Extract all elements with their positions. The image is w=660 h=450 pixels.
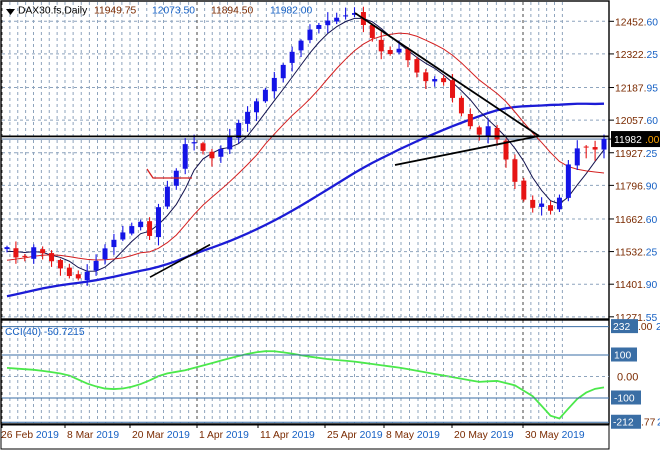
svg-text:.00: .00 — [645, 135, 660, 146]
svg-text:11 Apr 2019: 11 Apr 2019 — [260, 430, 315, 441]
svg-text:0.00: 0.00 — [617, 372, 638, 384]
svg-text:25 Apr 2019: 25 Apr 2019 — [327, 430, 383, 441]
svg-text:30 May 2019: 30 May 2019 — [525, 430, 585, 441]
svg-text:-100: -100 — [614, 393, 635, 404]
svg-text:26 Feb 2019: 26 Feb 2019 — [1, 430, 59, 441]
svg-text:.77: .77 — [641, 418, 656, 429]
svg-text:DAX30.fs,Daily: DAX30.fs,Daily — [18, 6, 88, 17]
svg-text:11982: 11982 — [614, 135, 642, 146]
svg-text:11894.50: 11894.50 — [211, 6, 253, 17]
svg-text:100: 100 — [614, 350, 631, 361]
svg-text:26: 26 — [656, 322, 660, 333]
svg-text:20 Mar 2019: 20 Mar 2019 — [132, 430, 190, 441]
svg-text:11532.25: 11532.25 — [615, 248, 657, 259]
svg-text:20 May 2019: 20 May 2019 — [454, 430, 514, 441]
svg-text:12057.60: 12057.60 — [615, 116, 658, 127]
svg-text:8 Mar 2019: 8 Mar 2019 — [67, 430, 119, 441]
svg-text:11662.60: 11662.60 — [615, 215, 657, 226]
svg-text:12452.60: 12452.60 — [615, 17, 658, 28]
svg-text:.00: .00 — [638, 322, 653, 333]
svg-text:11927.25: 11927.25 — [615, 149, 657, 160]
svg-text:232: 232 — [613, 322, 630, 333]
svg-text:11949.75: 11949.75 — [94, 6, 136, 17]
svg-text:12073.50: 12073.50 — [152, 6, 195, 17]
svg-text:11401.90: 11401.90 — [615, 280, 657, 291]
svg-text:12187.95: 12187.95 — [615, 84, 658, 95]
svg-text:8 May 2019: 8 May 2019 — [386, 430, 440, 441]
svg-text:12322.25: 12322.25 — [615, 50, 658, 61]
svg-text:11982.00: 11982.00 — [270, 6, 312, 17]
svg-text:-212: -212 — [613, 418, 634, 429]
svg-text:11796.90: 11796.90 — [615, 181, 657, 192]
svg-text:CCI(40) -50.7215: CCI(40) -50.7215 — [5, 327, 85, 338]
svg-text:1 Apr 2019: 1 Apr 2019 — [199, 430, 249, 441]
